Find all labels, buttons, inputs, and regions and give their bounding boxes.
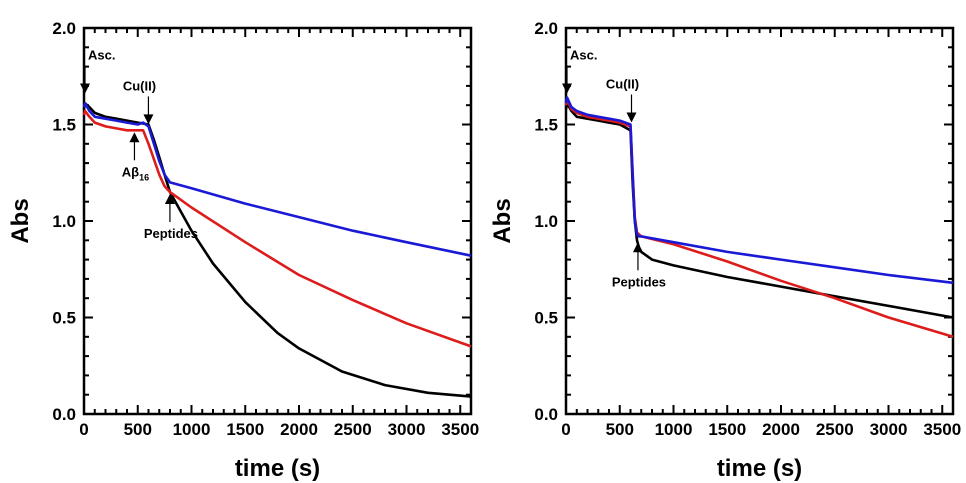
x-tick-label: 1000 [173,420,211,439]
x-axis-title: time (s) [717,455,802,482]
x-tick-label: 500 [606,420,634,439]
y-tick-label: 0.0 [52,405,76,424]
annotation-label-text: Peptides [612,274,666,289]
annotation-2: Aβ16 [122,132,149,182]
annotation-arrowhead [143,114,154,125]
x-axis-title: time (s) [235,455,320,482]
annotation-label-text: Aβ [122,164,139,179]
x-tick-label: 2000 [762,420,800,439]
annotation-arrowhead [562,83,572,94]
x-tick-label: 3000 [388,420,426,439]
annotation-label: Aβ16 [122,164,149,182]
x-tick-label: 1500 [226,420,264,439]
x-tick-label: 0 [79,420,88,439]
x-tick-label: 3500 [441,420,479,439]
annotation-label: Cu(II) [606,77,639,92]
chart-right: 0 500 1000 1500 2000 2500 3000 3500 0.0 0.5 1.0 1.5… [489,19,961,482]
y-tick-label: 2.0 [534,19,558,38]
x-tick-label: 1000 [655,420,693,439]
y-axis-title: Abs [489,198,516,243]
annotation-3: Peptides [144,194,198,241]
series-line-2 [564,96,954,285]
y-tick-label: 2.0 [52,19,76,38]
x-tick-label: 500 [124,420,152,439]
x-tick-label: 2000 [280,420,318,439]
series-line-0 [82,102,472,398]
x-tick-label: 3500 [923,420,961,439]
series-line-1 [82,109,472,348]
y-tick-label: 1.0 [534,212,558,231]
annotation-2: Peptides [612,242,666,289]
annotation-arrowhead [129,132,140,143]
annotation-0: Asc. [80,48,115,94]
chart-left: 0 500 1000 1500 2000 2500 3000 3500 0.0 0.5 1.0 1.5… [7,19,479,482]
y-tick-label: 0.5 [534,309,558,328]
y-tick-label: 0.0 [534,405,558,424]
annotation-label: Cu(II) [123,78,156,93]
annotation-1: Cu(II) [606,77,639,123]
x-tick-label: 2500 [334,420,372,439]
annotation-label: Peptides [144,226,198,241]
annotation-label-text: Peptides [144,226,198,241]
annotation-arrowhead [632,242,643,253]
y-tick-label: 1.5 [52,116,76,135]
annotation-arrowhead [164,194,175,205]
series-line-1 [564,98,954,339]
annotation-1: Cu(II) [123,78,156,125]
y-tick-label: 1.0 [52,212,76,231]
annotation-label: Peptides [612,274,666,289]
annotation-label-subscript: 16 [139,172,149,182]
x-tick-label: 3000 [870,420,908,439]
annotation-label: Asc. [570,48,597,63]
y-tick-label: 0.5 [52,309,76,328]
series-line-2 [82,102,472,257]
x-tick-label: 2500 [816,420,854,439]
x-tick-label: 0 [561,420,570,439]
annotation-arrowhead [80,83,90,94]
annotation-0: Asc. [562,48,597,94]
y-axis-title: Abs [7,198,34,243]
y-tick-label: 1.5 [534,116,558,135]
annotation-label: Asc. [88,48,115,63]
annotation-arrowhead [626,112,637,123]
x-tick-label: 1500 [708,420,746,439]
